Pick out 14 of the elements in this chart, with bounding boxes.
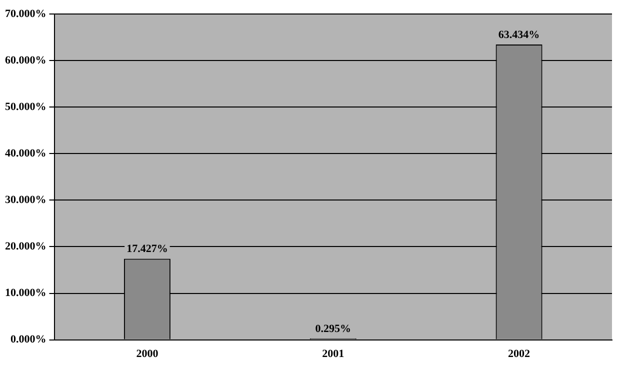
y-tick-label: 50.000% [5, 100, 46, 113]
y-tick-label: 70.000% [5, 8, 46, 20]
data-label: 17.427% [126, 243, 168, 256]
x-tick-label: 2001 [322, 348, 344, 360]
y-tick-label: 40.000% [5, 147, 46, 160]
x-tick-label: 2000 [136, 348, 159, 360]
data-label: 63.434% [498, 28, 540, 41]
y-tick-label: 10.000% [5, 287, 46, 300]
x-tick-label: 2002 [508, 348, 531, 360]
y-tick-label: 60.000% [5, 54, 46, 66]
data-label: 0.295% [315, 322, 351, 335]
y-tick-label: 0.000% [10, 334, 46, 346]
y-tick-label: 20.000% [5, 240, 46, 253]
y-tick-label: 30.000% [5, 194, 46, 206]
